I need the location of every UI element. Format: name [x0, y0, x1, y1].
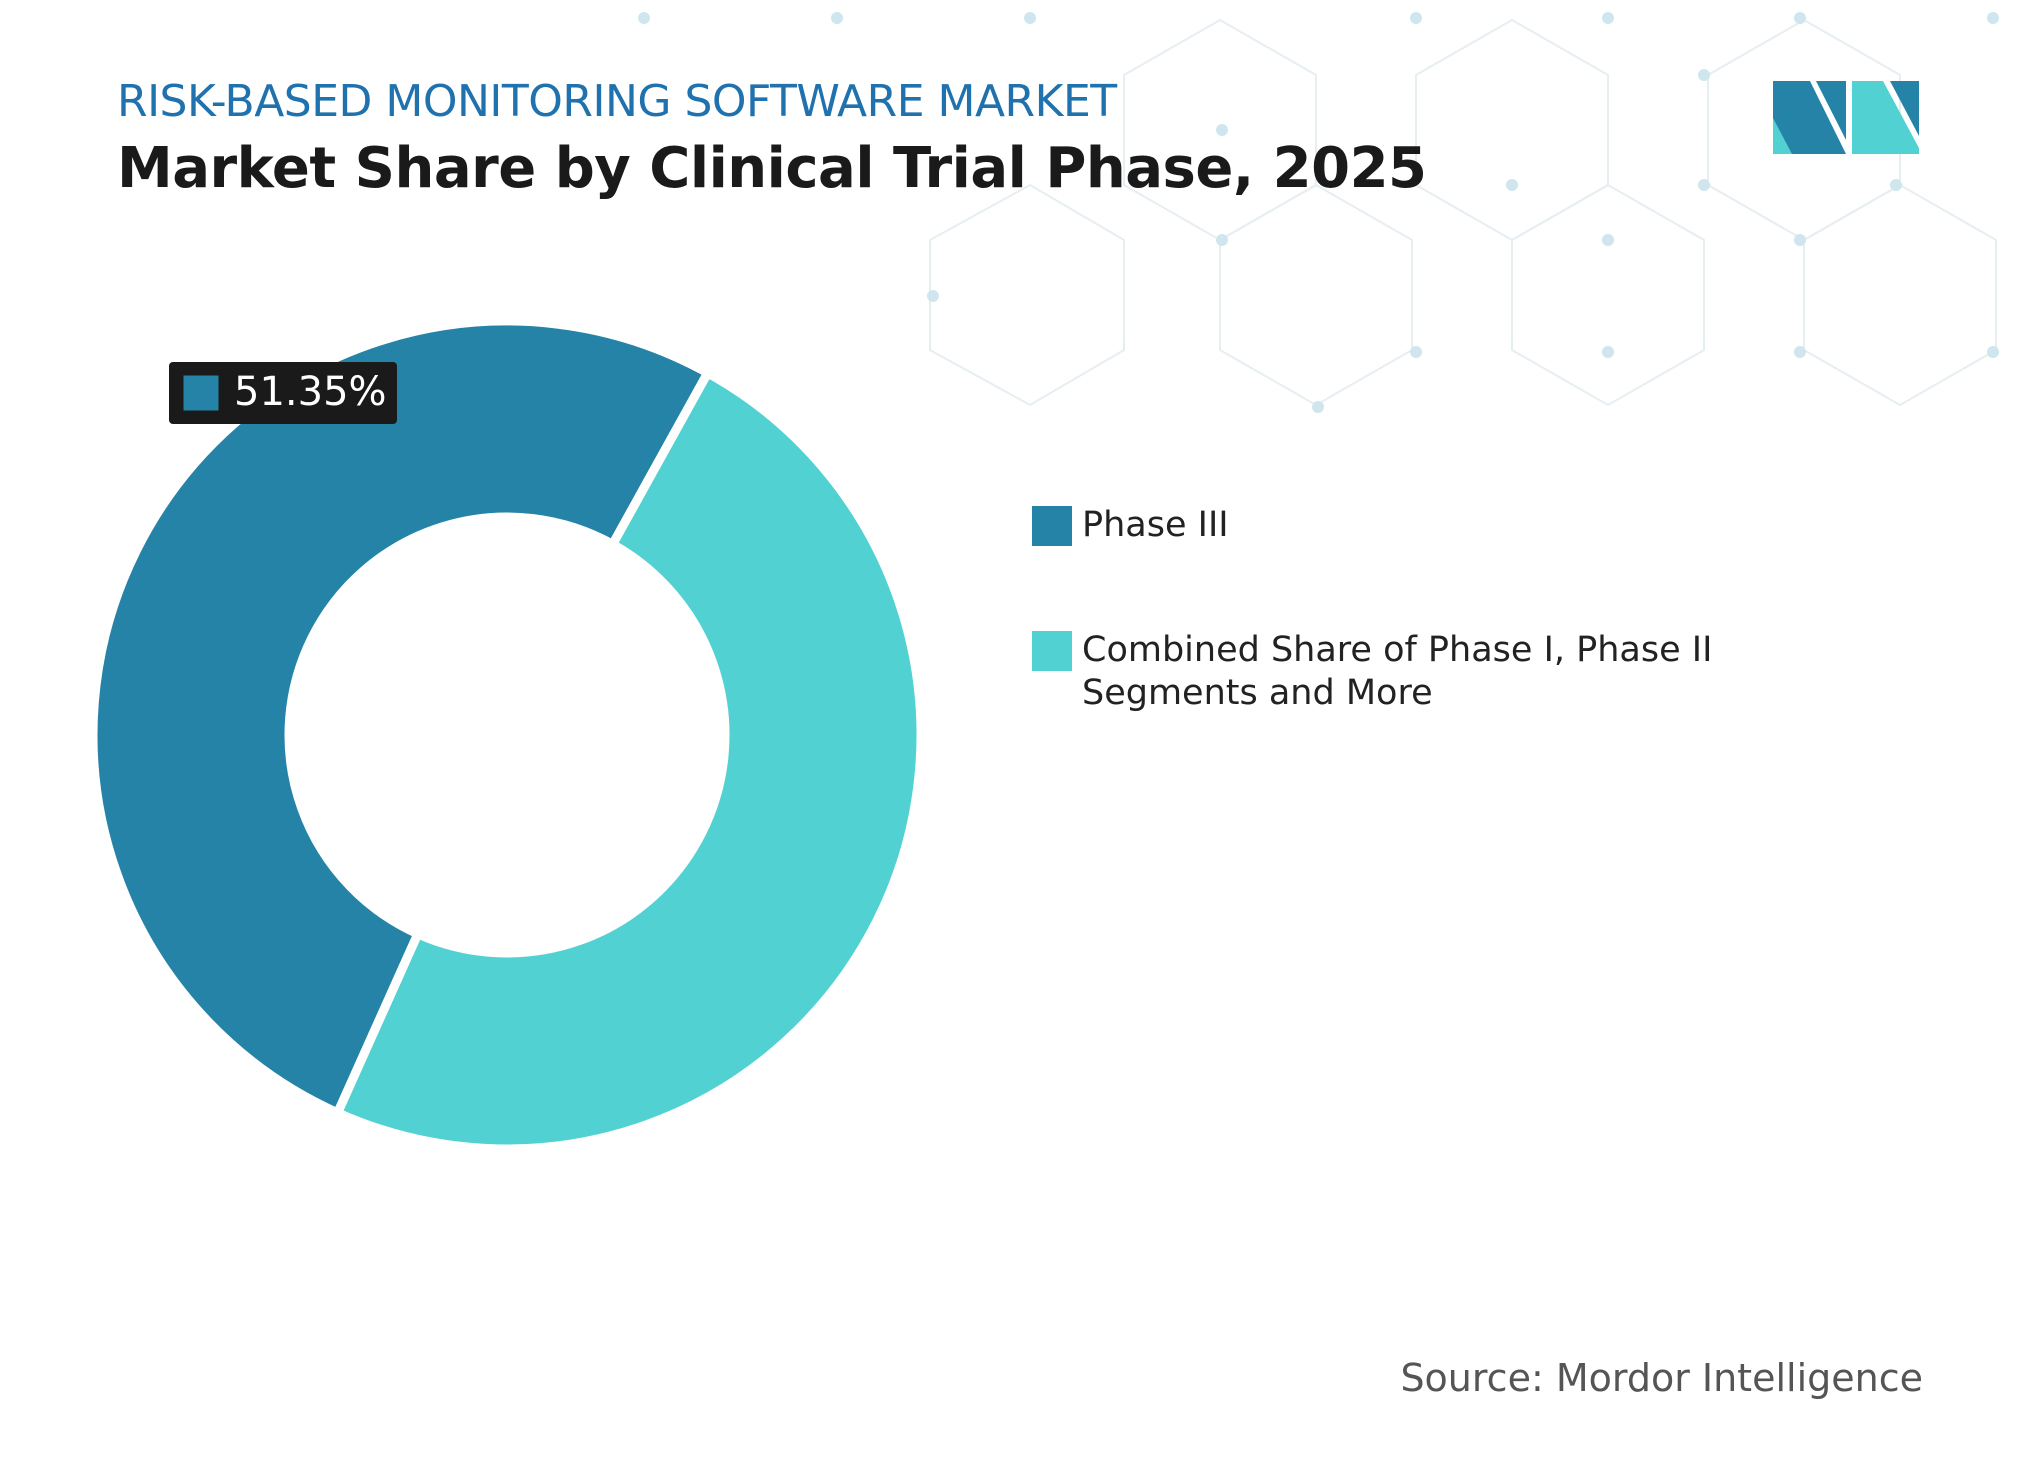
- legend-swatch: [1032, 506, 1072, 546]
- legend-swatch: [1032, 631, 1072, 671]
- data-label: 51.35%: [234, 369, 387, 415]
- chart-title: Market Share by Clinical Trial Phase, 20…: [117, 136, 1427, 201]
- source: Source: Mordor Intelligence: [1400, 1356, 1923, 1400]
- chart-subtitle: RISK-BASED MONITORING SOFTWARE MARKET: [117, 76, 1117, 127]
- legend-label: Phase III: [1082, 505, 1229, 545]
- donut-slice: [88, 316, 714, 1119]
- data-label-box: [169, 362, 397, 424]
- data-label-swatch: [182, 374, 220, 412]
- donut-slice: [331, 366, 926, 1154]
- background-dots: [638, 12, 1999, 413]
- logo: [1773, 81, 1919, 154]
- legend-label: Combined Share of Phase I, Phase II Segm…: [1082, 630, 1713, 713]
